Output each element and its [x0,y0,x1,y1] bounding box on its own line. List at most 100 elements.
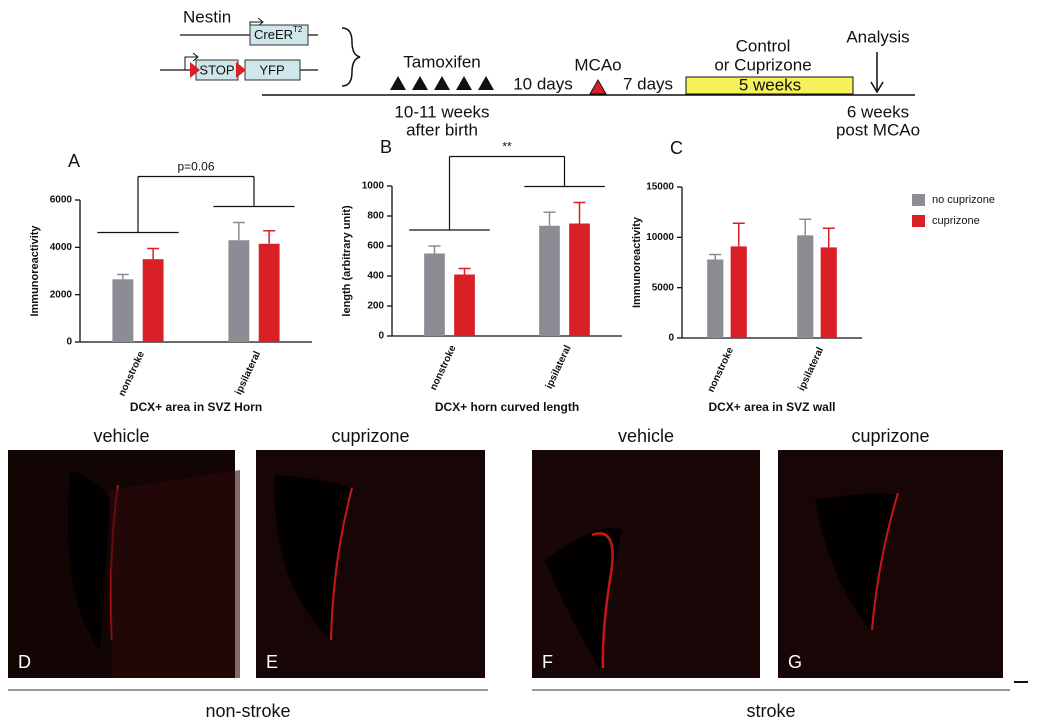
y-tick-label: 5000 [652,282,675,293]
error-bar [116,273,129,280]
y-tick-label: 6000 [50,195,73,206]
treatment-label: Control [736,36,791,55]
panel-title: vehicle [618,426,674,446]
bar [112,279,134,342]
micrograph [8,450,240,678]
mcao-marker [589,78,607,95]
construct-box [249,24,309,46]
significance: p=0.06 [177,160,214,174]
y-tick-label: 2000 [50,289,73,300]
group-label: non-stroke [205,701,290,721]
construct-label: CreERT2 [254,25,303,42]
gene-label: Nestin [183,7,231,26]
y-axis-label: Immunoreactivity [29,225,41,317]
end-label: post MCAo [836,120,920,139]
yfp-label: YFP [259,62,284,77]
analysis-label: Analysis [846,27,909,46]
panel-letter: G [788,652,802,672]
construct-name: CreER [254,27,293,42]
panel-letter: D [18,652,31,672]
gap-label: 10 days [513,74,573,93]
construct-sup: T2 [293,25,303,34]
bar [142,259,164,342]
micrograph [778,450,1003,678]
y-tick-label: 0 [668,333,674,344]
promoter-arrow [184,52,199,70]
mcao-label: MCAo [574,55,621,74]
tamoxifen-label: Tamoxifen [403,52,480,71]
legend-label: cuprizone [932,215,980,227]
y-tick-label: 600 [367,241,384,252]
error-bar [822,227,835,248]
stop-label: STOP [199,62,234,77]
bar [707,259,724,338]
duration-label: 5 weeks [739,75,801,94]
y-tick-label: 15000 [646,182,674,193]
micrograph [532,450,760,678]
chart-title: DCX+ horn curved length [435,400,579,414]
legend-swatch [912,215,925,227]
age-label: 10-11 weeks [394,102,489,121]
bar [797,235,814,338]
bar [539,225,560,336]
panel-letter: E [266,652,278,672]
treatment-label: or Cuprizone [714,55,811,74]
chart-title: DCX+ area in SVZ Horn [130,400,262,414]
bracket [97,176,179,234]
bar [424,253,445,336]
age-label: after birth [406,120,478,139]
error-bar [263,230,276,244]
bar [228,240,250,342]
y-tick-label: 800 [367,211,384,222]
significance: ** [502,140,512,154]
panel-letter: A [68,151,80,171]
brace [341,27,361,87]
y-tick-label: 10000 [646,232,674,243]
y-tick-label: 4000 [50,242,73,253]
error-bar [147,247,160,260]
error-bar [232,221,245,241]
bar [820,247,837,338]
tamoxifen-doses [390,76,494,90]
treatment-bar [685,76,854,95]
group-label: stroke [746,701,795,721]
y-tick-label: 0 [66,337,72,348]
timeline: Nestin CreERT2 STOP YFP Tamoxifen 10-11 … [160,7,920,139]
error-bar [428,245,441,254]
analysis-arrow [870,52,884,94]
x-tick-label: ipsilateral [233,350,263,397]
error-bar [573,201,586,224]
y-tick-label: 200 [367,301,384,312]
x-tick-label: nonstroke [706,345,737,394]
x-tick-label: ipsilateral [544,344,574,391]
bar [730,246,747,338]
bracket [409,156,490,231]
error-bar [799,218,812,236]
panel-letter: B [380,137,392,157]
legend-label: no cuprizone [932,194,995,206]
y-tick-label: 1000 [362,181,385,192]
bar [569,223,590,336]
panel-title: cuprizone [331,426,409,446]
panel-letter: C [670,138,683,158]
y-axis-label: Immunoreactivity [631,216,643,308]
end-label: 6 weeks [847,102,909,121]
error-bar [543,211,556,226]
x-tick-label: nonstroke [428,343,459,392]
x-tick-label: nonstroke [117,349,148,398]
bracket [524,156,605,188]
y-tick-label: 0 [378,331,384,342]
y-tick-label: 400 [367,271,384,282]
y-axis-label: length (arbitrary unit) [341,205,353,317]
bracket [213,176,295,208]
micrograph [256,450,485,678]
bar [258,243,280,342]
gap-label: 7 days [623,74,673,93]
panel-title: cuprizone [851,426,929,446]
x-tick-label: ipsilateral [796,346,826,393]
error-bar [709,253,722,260]
micrographs [8,450,1028,691]
panel-letter: F [542,652,553,672]
error-bar [458,267,471,275]
